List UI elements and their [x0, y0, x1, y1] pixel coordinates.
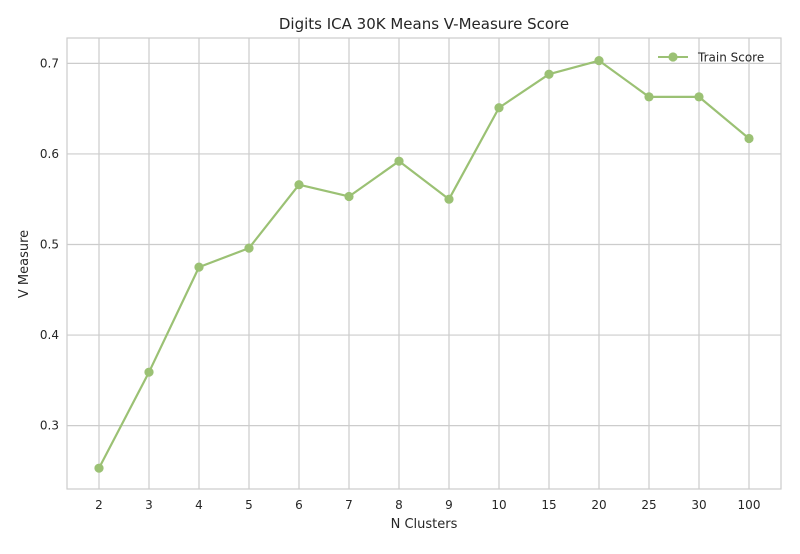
x-tick-label: 15 — [541, 498, 556, 512]
legend-marker — [668, 52, 678, 62]
x-tick-label: 8 — [395, 498, 403, 512]
plot-frame — [66, 37, 782, 490]
data-point — [294, 180, 304, 190]
y-tick-label: 0.3 — [40, 419, 59, 433]
data-point — [494, 103, 504, 113]
data-point — [644, 92, 654, 102]
x-tick-label: 3 — [145, 498, 153, 512]
x-tick-label: 5 — [245, 498, 253, 512]
grid — [67, 38, 781, 489]
x-tick-label: 25 — [641, 498, 656, 512]
x-axis-label: N Clusters — [391, 517, 458, 532]
data-point — [244, 243, 254, 253]
data-point — [544, 69, 554, 79]
y-tick-labels: 0.3 0.4 0.5 0.6 0.7 — [40, 56, 59, 432]
y-axis-label: V Measure — [17, 230, 32, 298]
y-tick-label: 0.6 — [40, 147, 59, 161]
y-tick-label: 0.5 — [40, 237, 59, 251]
series — [94, 56, 754, 473]
chart-title: Digits ICA 30K Means V-Measure Score — [279, 15, 569, 33]
data-point — [744, 133, 754, 144]
series-line — [97, 59, 751, 470]
data-point — [194, 262, 204, 272]
x-tick-label: 100 — [738, 498, 761, 512]
x-tick-label: 30 — [691, 498, 706, 512]
legend-label: Train Score — [697, 51, 764, 65]
data-point — [394, 156, 404, 166]
y-tick-label: 0.7 — [40, 56, 59, 70]
x-tick-label: 20 — [591, 498, 606, 512]
x-tick-label: 4 — [195, 498, 203, 512]
data-point — [594, 56, 604, 66]
x-tick-label: 9 — [445, 498, 453, 512]
x-tick-labels: 2 3 4 5 6 7 8 9 10 15 20 25 30 100 — [95, 498, 760, 512]
x-tick-label: 7 — [345, 498, 353, 512]
x-tick-label: 10 — [491, 498, 506, 512]
x-tick-label: 6 — [295, 498, 303, 512]
legend: Train Score — [658, 51, 764, 65]
data-point — [94, 463, 104, 473]
data-point — [144, 367, 154, 377]
data-point — [444, 194, 454, 204]
data-point — [694, 92, 704, 102]
y-tick-label: 0.4 — [40, 328, 59, 342]
x-tick-label: 2 — [95, 498, 103, 512]
data-point — [344, 191, 354, 202]
